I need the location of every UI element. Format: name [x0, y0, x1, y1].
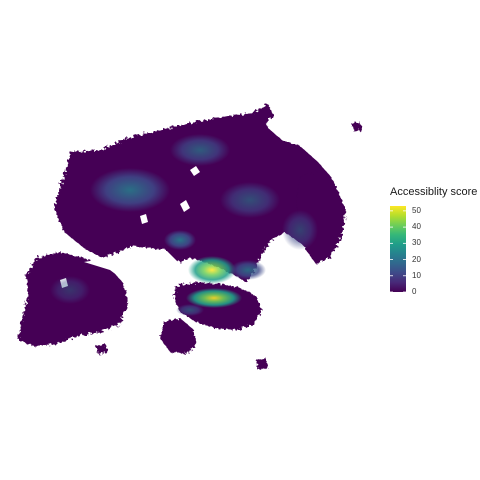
legend-colorbar: [390, 206, 406, 292]
legend-tick-label: 40: [412, 223, 421, 231]
legend-tick-label: 30: [412, 239, 421, 247]
legend-title: Accessiblity score: [390, 186, 477, 198]
legend-tick-label: 10: [412, 272, 421, 280]
legend-tick-label: 0: [412, 288, 416, 296]
legend-tick-label: 20: [412, 256, 421, 264]
legend-tick-label: 50: [412, 207, 421, 215]
